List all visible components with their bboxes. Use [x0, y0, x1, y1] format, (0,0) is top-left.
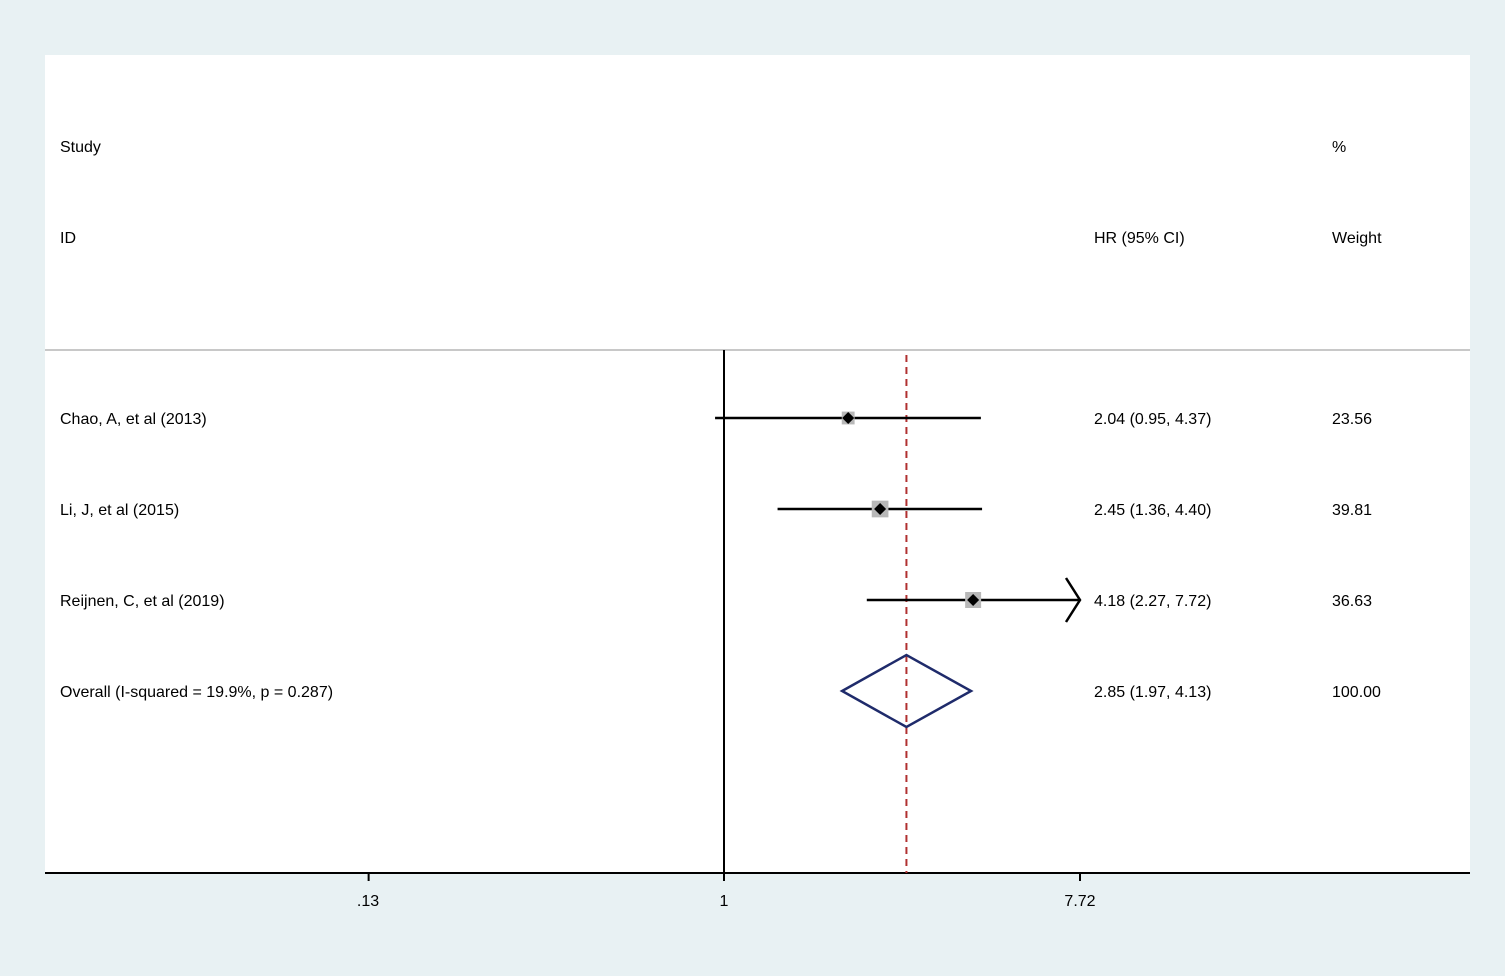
study-header: Study	[60, 139, 101, 156]
study-hr-3: 4.18 (2.27, 7.72)	[1094, 593, 1212, 610]
study-weight-1: 23.56	[1332, 411, 1373, 428]
hr-ci-header: HR (95% CI)	[1094, 230, 1185, 247]
study-weight-2: 39.81	[1332, 502, 1373, 519]
study-label-3: Reijnen, C, et al (2019)	[60, 593, 225, 610]
x-tick-label-1: .13	[356, 893, 380, 910]
weight-header: Weight	[1332, 230, 1382, 247]
study-label-1: Chao, A, et al (2013)	[60, 411, 207, 428]
point-estimate-2	[874, 503, 887, 515]
overall-weight: 100.00	[1332, 684, 1381, 701]
study-hr-2: 2.45 (1.36, 4.40)	[1094, 502, 1212, 519]
overall-diamond	[839, 653, 974, 729]
ci-arrow-3	[1064, 577, 1082, 623]
overall-hr: 2.85 (1.97, 4.13)	[1094, 684, 1212, 701]
overall-label: Overall (I-squared = 19.9%, p = 0.287)	[60, 684, 334, 701]
point-estimate-3	[967, 594, 980, 606]
percent-header: %	[1332, 139, 1347, 156]
point-estimate-1	[842, 412, 855, 424]
plot-area	[45, 55, 1470, 873]
study-weight-3: 36.63	[1332, 593, 1373, 610]
study-hr-1: 2.04 (0.95, 4.37)	[1094, 411, 1212, 428]
chart-marks	[367, 350, 1082, 881]
id-header: ID	[60, 230, 76, 247]
x-tick-label-3: 7.72	[1064, 893, 1096, 910]
study-label-2: Li, J, et al (2015)	[60, 502, 180, 519]
x-tick-label-2: 1	[719, 893, 729, 910]
